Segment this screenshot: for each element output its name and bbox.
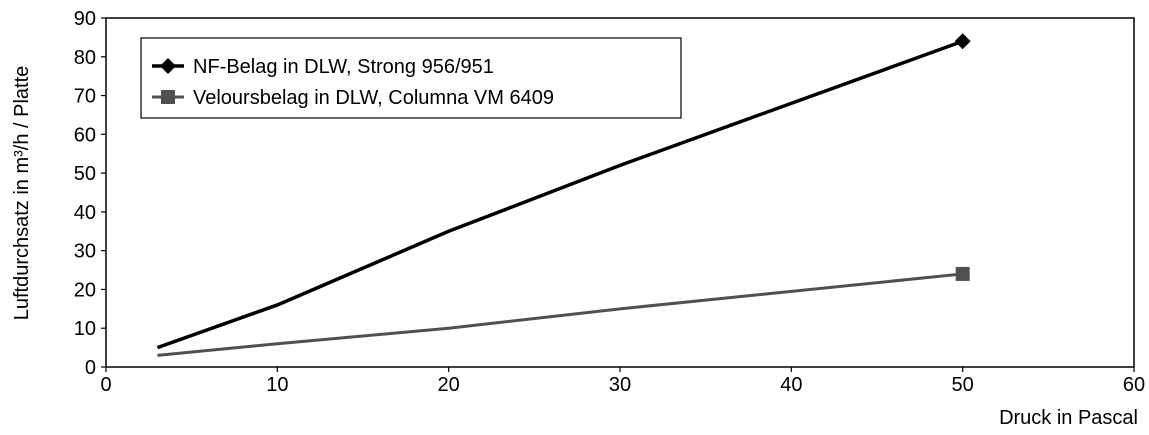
y-tick-label: 10 — [74, 318, 96, 340]
x-tick-label: 50 — [952, 374, 974, 396]
x-tick-label: 40 — [780, 374, 802, 396]
y-tick-label: 60 — [74, 124, 96, 146]
data-point-marker — [954, 33, 971, 50]
series-1 — [156, 33, 971, 350]
legend-item-2: Veloursbelag in DLW, Columna VM 6409 — [152, 87, 554, 109]
legend: NF-Belag in DLW, Strong 956/951 Veloursbe… — [140, 37, 682, 119]
y-axis-title: Luftdurchsatz in m³/h / Platte — [11, 66, 33, 321]
data-point-marker — [955, 266, 970, 281]
y-tick-label: 90 — [74, 8, 96, 30]
legend-label: Veloursbelag in DLW, Columna VM 6409 — [193, 87, 554, 109]
y-tick-label: 80 — [74, 47, 96, 69]
series-2 — [157, 266, 970, 357]
x-tick-label: 0 — [100, 374, 111, 396]
y-tick-label: 0 — [85, 357, 96, 379]
y-tick-label: 30 — [74, 241, 96, 263]
x-tick-label: 10 — [266, 374, 288, 396]
series-line — [156, 39, 964, 350]
x-axis-title: Druck in Pascal — [999, 407, 1138, 429]
x-tick-label: 30 — [609, 374, 631, 396]
y-tick-label: 20 — [74, 279, 96, 301]
legend-marker — [160, 58, 176, 74]
legend-item-1: NF-Belag in DLW, Strong 956/951 — [152, 56, 494, 78]
legend-label: NF-Belag in DLW, Strong 956/951 — [193, 56, 494, 78]
x-tick-label: 20 — [438, 374, 460, 396]
y-tick-label: 70 — [74, 86, 96, 108]
y-tick-label: 40 — [74, 202, 96, 224]
legend-box — [140, 37, 682, 119]
y-tick-label: 50 — [74, 163, 96, 185]
series-line — [157, 272, 963, 357]
x-tick-label: 60 — [1123, 374, 1145, 396]
legend-marker — [161, 90, 175, 104]
